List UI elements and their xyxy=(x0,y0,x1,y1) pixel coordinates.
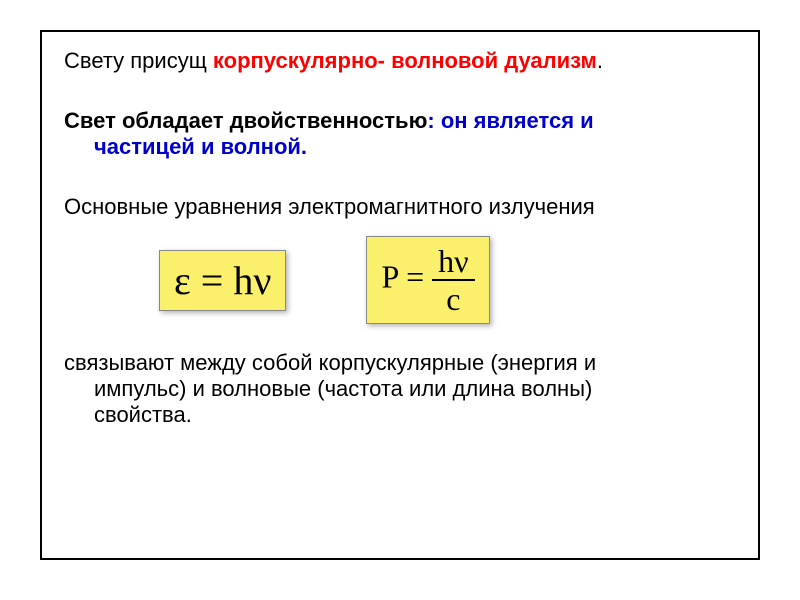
equation-momentum: P = hνc xyxy=(366,236,489,324)
eq2-fraction: hνc xyxy=(432,245,474,315)
term-red: корпускулярно- волновой дуализм xyxy=(213,48,597,73)
sentence-4: связывают между собой корпускулярные (эн… xyxy=(64,350,736,376)
slide: Свету присущ корпускулярно- волновой дуа… xyxy=(0,0,800,600)
eq2-eq: = xyxy=(398,258,432,294)
sentence-2-cont: частицей и волной. xyxy=(94,134,736,160)
sentence-1-period: . xyxy=(597,48,603,73)
content-box: Свету присущ корпускулярно- волновой дуа… xyxy=(40,30,760,560)
sentence-4-cont2: свойства. xyxy=(94,402,736,428)
sentence-1: Свету присущ корпускулярно- волновой дуа… xyxy=(64,48,736,74)
sentence-4-cont1: импульс) и волновые (частота или длина в… xyxy=(94,376,736,402)
sentence-2-black: Свет обладает двойственностью xyxy=(64,108,427,133)
eq2-lhs: P xyxy=(381,258,398,294)
eq1-lhs: ε xyxy=(174,258,191,303)
eq2-denominator: c xyxy=(432,281,474,315)
equations-row: ε = hν P = hνc xyxy=(159,236,736,324)
eq1-eq: = xyxy=(191,258,234,303)
sentence-2-blue: : он является и xyxy=(427,108,593,133)
sentence-2: Свет обладает двойственностью: он являет… xyxy=(64,108,736,134)
eq1-rhs: hν xyxy=(233,258,271,303)
sentence-3: Основные уравнения электромагнитного изл… xyxy=(64,194,736,220)
eq2-numerator: hν xyxy=(432,245,474,281)
equation-energy: ε = hν xyxy=(159,250,286,311)
sentence-1-prefix: Свету присущ xyxy=(64,48,213,73)
